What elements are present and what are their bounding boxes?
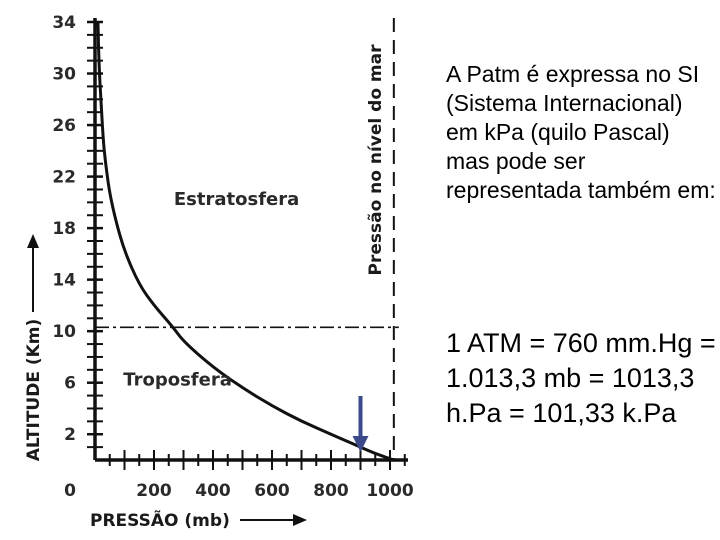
y-tick-label: 10: [52, 322, 76, 342]
y-tick-label: 2: [64, 425, 76, 445]
pressure-conversion: 1 ATM = 760 mm.Hg = 1.013,3 mb = 1013,3 …: [446, 328, 716, 428]
region-labels: Estratosfera Troposfera: [123, 189, 299, 390]
x-tick-label: 200: [136, 481, 172, 501]
patm-description: A Patm é expressa no SI (Sistema Interna…: [446, 61, 716, 203]
y-tick-label: 14: [52, 271, 76, 291]
x-axis-title-arrow: [240, 514, 307, 526]
x-tick-label: 1000: [366, 481, 413, 501]
x-axis-title: PRESSÃO (mb): [90, 508, 230, 531]
y-tick-label: 18: [52, 219, 76, 239]
y-tick-label: 6: [64, 374, 76, 394]
y-tick-label: 26: [52, 116, 76, 136]
y-axis-title-arrow: [27, 234, 39, 312]
y-axis-title: ALTITUDE (Km): [24, 319, 44, 462]
region-label: Troposfera: [123, 369, 232, 390]
x-tick-label: 600: [254, 481, 290, 501]
x-tick-label: 800: [313, 481, 349, 501]
marker-arrow: [352, 396, 369, 452]
sea-level-label: Pressão no nível do mar: [366, 44, 386, 276]
x-tick-label: 400: [195, 481, 231, 501]
y-tick-label: 30: [52, 65, 76, 85]
y-tick-label: 22: [52, 168, 76, 188]
x-axis-ticks: 0 200 400 600 800 1000: [64, 450, 414, 501]
region-label: Estratosfera: [174, 189, 299, 210]
pressure-altitude-curve: [96, 21, 395, 462]
x-tick-label: 0: [64, 481, 76, 501]
y-tick-label: 34: [52, 13, 76, 33]
